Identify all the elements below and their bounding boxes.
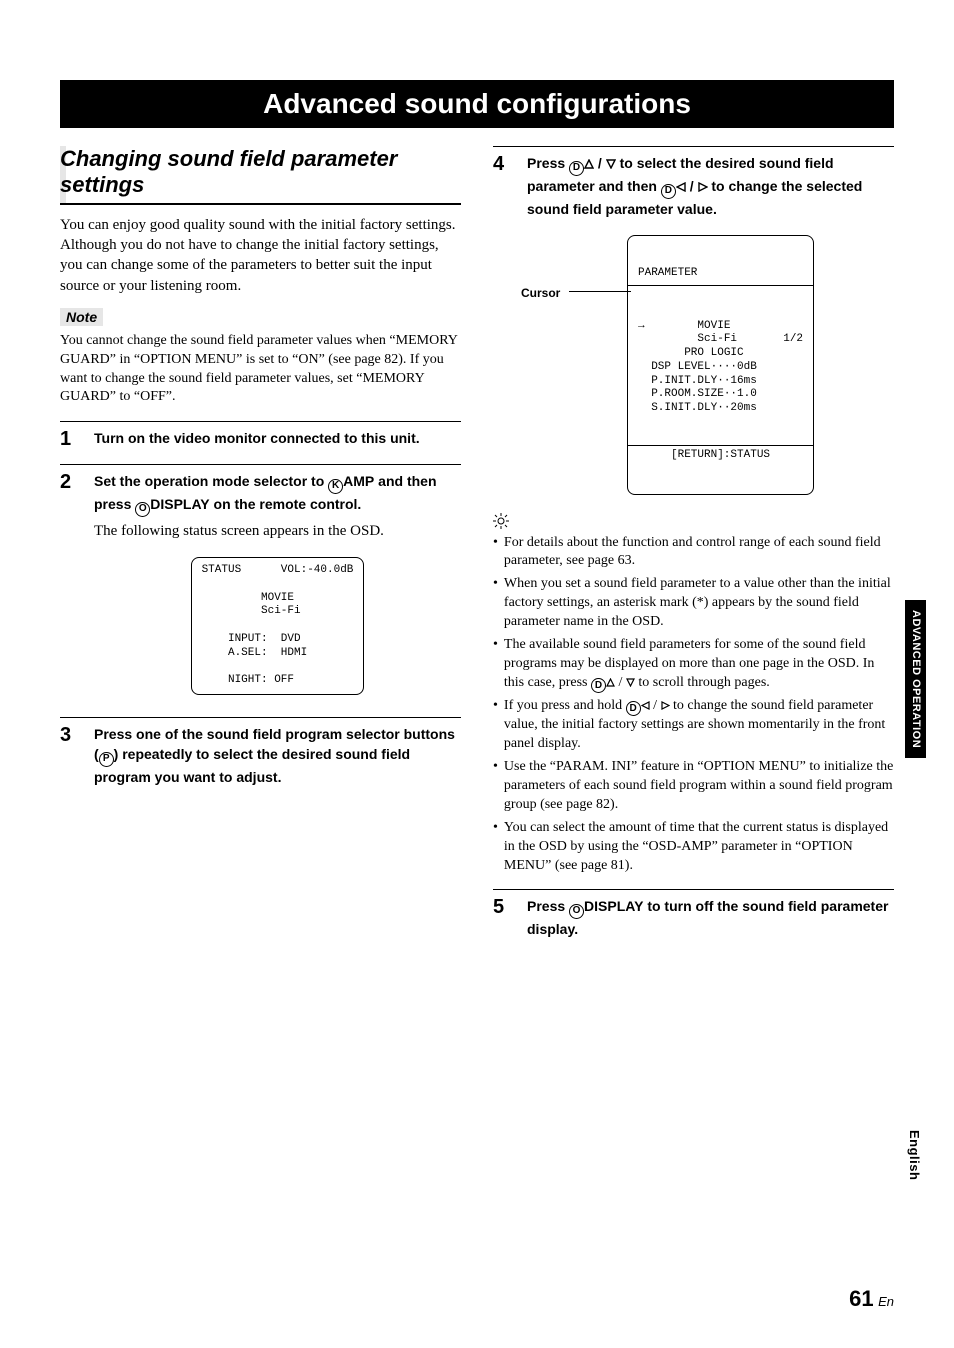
button-o-icon: O [569, 904, 584, 919]
button-d-icon: D [591, 678, 606, 693]
step-number: 3 [60, 724, 80, 787]
side-tab-section: ADVANCED OPERATION [905, 600, 926, 758]
step-5: 5 Press ODISPLAY to turn off the sound f… [493, 889, 894, 939]
down-icon [626, 678, 635, 687]
step-4: 4 Press D / to select the desired sound … [493, 146, 894, 503]
display-label: DISPLAY [584, 898, 643, 914]
button-d-icon: D [661, 184, 676, 199]
osd-parameter-screen: PARAMETER → MOVIE Sci-Fi 1/2 PRO LOGIC D… [627, 235, 814, 495]
up-icon [606, 678, 615, 687]
note-text: You cannot change the sound field parame… [60, 332, 461, 408]
tip-text: The available sound field parameters for… [504, 636, 894, 693]
tip-item: Use the “PARAM. INI” feature in “OPTION … [493, 758, 894, 815]
step-number: 2 [60, 471, 80, 703]
page-title-bar: Advanced sound configurations [60, 80, 894, 128]
page-number-suffix: En [878, 1294, 894, 1309]
osd-status-screen: STATUS VOL:-40.0dB MOVIE Sci-Fi INPUT: D… [191, 557, 365, 695]
tip-item: If you press and hold D / to change the … [493, 697, 894, 754]
step-number: 1 [60, 428, 80, 450]
tip-text: When you set a sound field parameter to … [504, 575, 894, 632]
display-label: DISPLAY [150, 496, 209, 512]
left-icon [676, 182, 686, 192]
step-1-text: Turn on the video monitor connected to t… [94, 428, 461, 448]
step-2-text: Set the operation mode selector to KAMP … [94, 471, 461, 517]
text: to turn off the sound field parameter di… [527, 898, 888, 937]
page-number-value: 61 [849, 1286, 873, 1311]
button-o-icon: O [135, 502, 150, 517]
step-3-text: Press one of the sound field program sel… [94, 724, 461, 787]
text: Press [527, 898, 569, 914]
tip-text: For details about the function and contr… [504, 534, 894, 572]
button-d-icon: D [626, 701, 641, 716]
step-5-text: Press ODISPLAY to turn off the sound fie… [527, 896, 894, 939]
tip-text: You can select the amount of time that t… [504, 819, 894, 876]
tips-list: For details about the function and contr… [493, 534, 894, 876]
tips-icon [493, 513, 894, 532]
content-columns: Changing sound field parameter settings … [60, 146, 894, 939]
tip-text: Use the “PARAM. INI” feature in “OPTION … [504, 758, 894, 815]
note-label: Note [60, 308, 103, 326]
tip-text: If you press and hold D / to change the … [504, 697, 894, 754]
step-number: 4 [493, 153, 513, 503]
up-icon [584, 159, 594, 169]
page-number: 61 En [849, 1286, 894, 1312]
step-3: 3 Press one of the sound field program s… [60, 717, 461, 787]
tip-item: For details about the function and contr… [493, 534, 894, 572]
right-icon [698, 182, 708, 192]
cursor-label: Cursor [521, 285, 560, 301]
intro-text: You can enjoy good quality sound with th… [60, 215, 461, 296]
button-d-icon: D [569, 161, 584, 176]
step-2-note: The following status screen appears in t… [94, 521, 461, 541]
step-4-text: Press D / to select the desired sound fi… [527, 153, 894, 219]
amp-label: AMP [343, 473, 374, 489]
tip-item: When you set a sound field parameter to … [493, 575, 894, 632]
button-p-icon: P [99, 752, 114, 767]
osd-body: → MOVIE Sci-Fi 1/2 PRO LOGIC DSP LEVEL··… [628, 314, 813, 418]
text: ) repeatedly to select the desired sound… [94, 746, 410, 785]
left-icon [641, 701, 650, 710]
text: on the remote control. [210, 496, 362, 512]
step-1: 1 Turn on the video monitor connected to… [60, 421, 461, 450]
osd-header: PARAMETER [628, 263, 813, 286]
osd-parameter-wrap: Cursor PARAMETER → MOVIE Sci-Fi 1/2 PRO … [527, 235, 894, 495]
tip-item: The available sound field parameters for… [493, 636, 894, 693]
down-icon [606, 159, 616, 169]
side-tab-language: English [902, 1120, 926, 1190]
cursor-line [569, 291, 631, 292]
text: Press [527, 155, 569, 171]
text: to scroll through pages. [635, 675, 770, 690]
right-icon [661, 701, 670, 710]
step-number: 5 [493, 896, 513, 939]
button-k-icon: K [328, 479, 343, 494]
section-heading: Changing sound field parameter settings [60, 146, 461, 205]
step-2: 2 Set the operation mode selector to KAM… [60, 464, 461, 703]
right-column: 4 Press D / to select the desired sound … [493, 146, 894, 939]
osd-footer: [RETURN]:STATUS [628, 445, 813, 466]
left-column: Changing sound field parameter settings … [60, 146, 461, 939]
text: If you press and hold [504, 698, 626, 713]
text: Set the operation mode selector to [94, 473, 328, 489]
tip-item: You can select the amount of time that t… [493, 819, 894, 876]
